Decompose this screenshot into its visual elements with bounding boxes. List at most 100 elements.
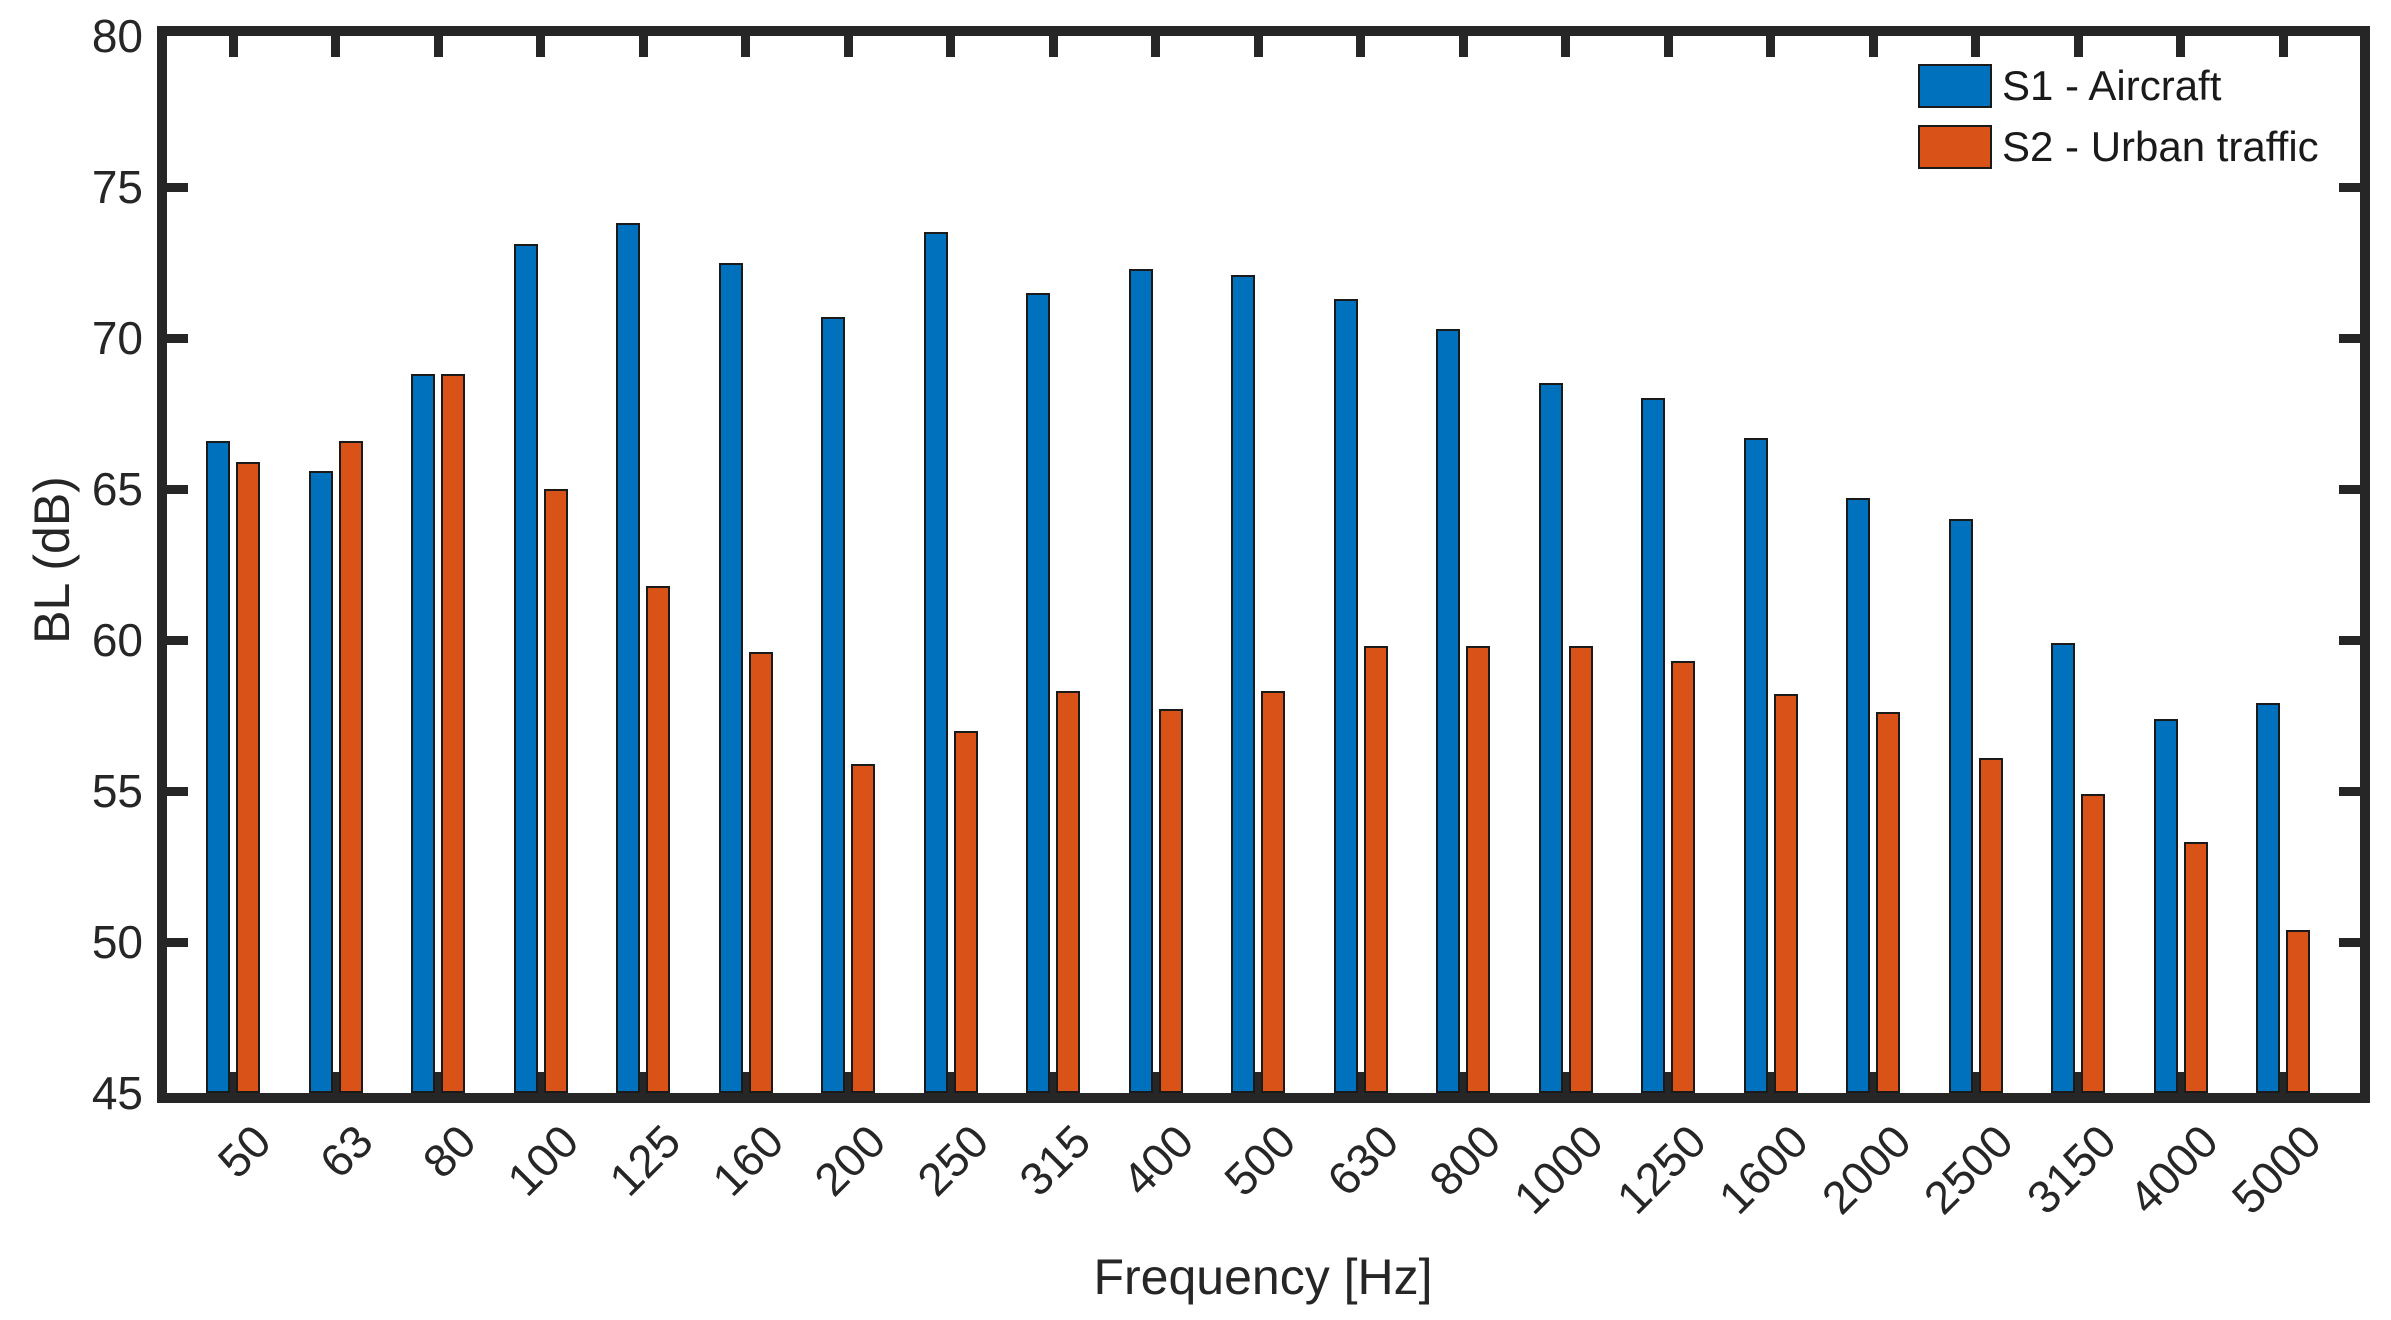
bar-s1: [1026, 292, 1050, 1093]
x-tick-label: 2500: [1913, 1114, 2023, 1224]
bar-s2: [1158, 709, 1183, 1093]
bar-s1: [1743, 437, 1768, 1093]
x-tick-label: 1250: [1606, 1114, 1716, 1224]
y-tick-right: [2339, 182, 2360, 192]
x-tick-bottom: [946, 1072, 955, 1093]
bar-s1: [1538, 383, 1563, 1093]
x-tick-top: [2176, 36, 2185, 57]
bar-s2: [2183, 842, 2208, 1093]
legend: S1 - Aircraft S2 - Urban traffic: [1918, 62, 2319, 171]
bar-s1: [513, 244, 538, 1093]
x-tick-top: [433, 36, 443, 57]
x-tick-top: [638, 36, 648, 57]
x-tick-label: 400: [1111, 1114, 1203, 1206]
bar-s1: [1333, 298, 1358, 1093]
x-tick-bottom: [1766, 1072, 1775, 1093]
y-axis-label: BL (dB): [24, 476, 80, 644]
bar-s1: [206, 440, 230, 1093]
bar-s1: [2051, 643, 2075, 1093]
x-tick-bottom: [741, 1072, 750, 1093]
bar-s2: [543, 489, 568, 1093]
y-tick-left: [167, 786, 188, 796]
bar-s2: [1978, 757, 2003, 1093]
x-tick-label: 125: [599, 1114, 691, 1206]
x-tick-label: 4000: [2118, 1114, 2228, 1224]
x-tick-top: [536, 36, 545, 57]
x-tick-top: [1458, 36, 1468, 57]
x-tick-label: 80: [412, 1114, 486, 1188]
x-tick-top: [331, 36, 340, 57]
bar-s1: [821, 316, 845, 1093]
x-tick-top: [1663, 36, 1673, 57]
x-tick-bottom: [228, 1072, 238, 1093]
x-tick-label: 50: [207, 1114, 281, 1188]
bar-s2: [441, 374, 465, 1093]
x-tick-bottom: [1561, 1072, 1570, 1093]
x-tick-top: [2278, 36, 2288, 57]
y-tick-left: [167, 333, 188, 343]
x-tick-bottom: [1356, 1072, 1365, 1093]
bar-s2: [1363, 646, 1388, 1093]
bar-s1: [308, 470, 333, 1093]
y-tick-label: 50: [91, 916, 143, 968]
x-tick-label: 800: [1419, 1114, 1511, 1206]
x-tick-bottom: [2176, 1072, 2185, 1093]
y-tick-right: [2339, 937, 2360, 947]
x-tick-label: 250: [906, 1114, 998, 1206]
x-tick-label: 1000: [1503, 1114, 1613, 1224]
x-tick-top: [1766, 36, 1775, 57]
x-tick-label: 2000: [1811, 1114, 1921, 1224]
bar-s1: [1641, 398, 1665, 1093]
x-tick-label: 5000: [2221, 1114, 2331, 1224]
x-tick-label: 500: [1214, 1114, 1306, 1206]
y-tick-label: 75: [91, 161, 143, 213]
bar-s1: [1846, 498, 1870, 1093]
bar-s2: [2081, 794, 2105, 1093]
x-tick-bottom: [1458, 1072, 1468, 1093]
x-tick-label: 3150: [2016, 1114, 2126, 1224]
bar-s1: [1948, 519, 1973, 1093]
bar-s1: [1231, 274, 1255, 1093]
x-tick-top: [1868, 36, 1878, 57]
x-tick-top: [1151, 36, 1160, 57]
x-tick-bottom: [2073, 1072, 2083, 1093]
y-tick-right: [2339, 635, 2360, 645]
y-tick-left: [167, 182, 188, 192]
legend-entry: S2 - Urban traffic: [1918, 123, 2319, 171]
legend-label: S1 - Aircraft: [2002, 62, 2222, 109]
y-tick-right: [2339, 333, 2360, 343]
x-tick-bottom: [1151, 1072, 1160, 1093]
bar-s2: [236, 461, 260, 1093]
bar-s2: [646, 585, 670, 1093]
x-tick-top: [741, 36, 750, 57]
legend-entry: S1 - Aircraft: [1918, 62, 2319, 110]
x-axis-label: Frequency [Hz]: [1093, 1249, 1433, 1305]
y-tick-left: [167, 937, 188, 947]
x-tick-bottom: [1048, 1072, 1058, 1093]
bar-s2: [1773, 694, 1798, 1093]
x-tick-bottom: [1253, 1072, 1263, 1093]
y-tick-label: 70: [91, 312, 143, 364]
y-tick-label: 65: [91, 463, 143, 515]
x-tick-bottom: [2278, 1072, 2288, 1093]
bar-s2: [2286, 929, 2310, 1093]
y-tick-label: 60: [91, 614, 143, 666]
bar-s2: [1568, 646, 1593, 1093]
bar-s1: [616, 223, 640, 1093]
y-tick-left: [167, 635, 188, 645]
x-tick-bottom: [433, 1072, 443, 1093]
x-tick-label: 160: [701, 1114, 793, 1206]
bar-s1: [923, 232, 948, 1093]
y-tick-right: [2339, 484, 2360, 494]
x-tick-bottom: [1971, 1072, 1980, 1093]
x-tick-bottom: [536, 1072, 545, 1093]
x-tick-top: [843, 36, 853, 57]
x-tick-top: [1356, 36, 1365, 57]
x-tick-top: [1253, 36, 1263, 57]
legend-swatch: [1918, 125, 1992, 169]
legend-swatch: [1918, 64, 1992, 108]
bar-s1: [1128, 268, 1153, 1093]
y-tick-label: 80: [91, 10, 143, 62]
bar-s2: [1261, 691, 1285, 1093]
